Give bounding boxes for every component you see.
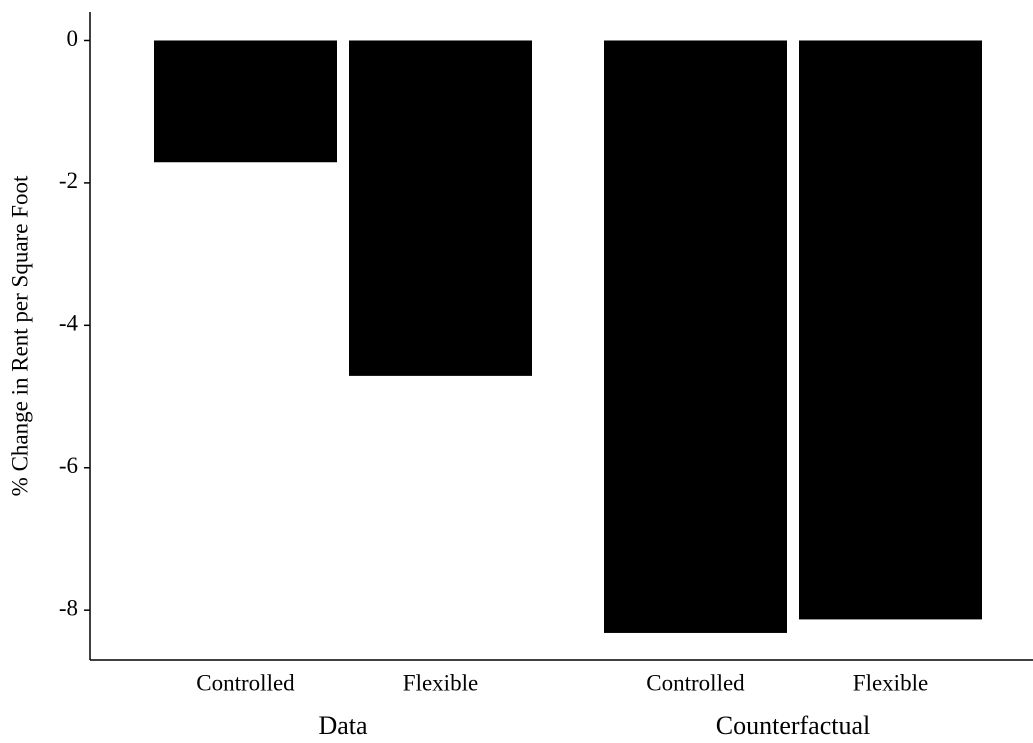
bar bbox=[799, 40, 982, 620]
y-tick-label: 0 bbox=[67, 26, 79, 51]
group-label: Data bbox=[318, 711, 368, 740]
x-tick-label: Controlled bbox=[196, 670, 295, 695]
bar bbox=[349, 40, 532, 376]
group-label: Counterfactual bbox=[716, 711, 871, 740]
y-tick-label: -8 bbox=[59, 595, 78, 620]
y-tick-label: -4 bbox=[59, 311, 79, 336]
bar bbox=[154, 40, 337, 163]
x-tick-label: Flexible bbox=[403, 670, 478, 695]
x-tick-label: Flexible bbox=[853, 670, 928, 695]
y-axis-label: % Change in Rent per Square Foot bbox=[7, 175, 32, 496]
x-tick-label: Controlled bbox=[646, 670, 745, 695]
y-tick-label: -2 bbox=[59, 168, 78, 193]
bar bbox=[604, 40, 787, 633]
y-tick-label: -6 bbox=[59, 453, 78, 478]
